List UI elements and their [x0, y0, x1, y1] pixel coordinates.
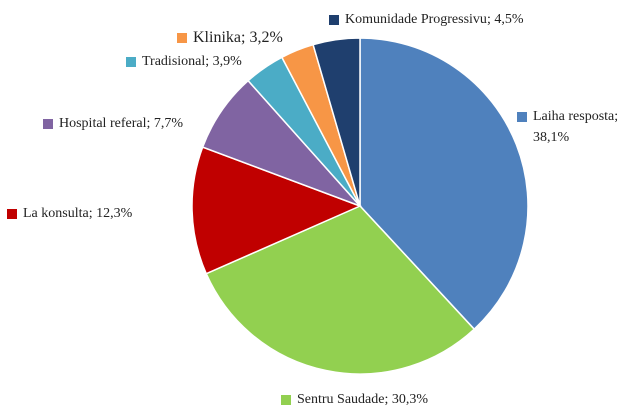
slice-label: Tradisional; 3,9% — [142, 54, 242, 69]
value-label: 3,2% — [249, 29, 282, 46]
category-label: Sentru Saudade — [297, 392, 384, 407]
pie-slice — [205, 205, 476, 375]
slice-label: Klinika; 3,2% — [193, 29, 283, 46]
value-label: 4,5% — [494, 12, 524, 27]
label-separator: ; — [146, 116, 153, 131]
category-label: Klinika — [193, 29, 241, 46]
legend-swatch — [281, 395, 291, 405]
label-separator: ; — [89, 206, 96, 221]
category-label: Laiha resposta — [533, 109, 615, 124]
slice-label: La konsulta; 12,3% — [23, 206, 133, 221]
label-separator: ; — [241, 29, 249, 46]
label-separator: ; — [205, 54, 212, 69]
value-label: 38,1% — [533, 130, 570, 145]
legend-swatch — [43, 119, 53, 129]
slice-label: Komunidade Progressivu; 4,5% — [345, 12, 524, 27]
category-label: La konsulta — [23, 206, 89, 221]
category-label: Komunidade Progressivu — [345, 12, 487, 27]
value-label: 7,7% — [154, 116, 184, 131]
value-label: 12,3% — [96, 206, 133, 221]
category-label: Hospital referal — [59, 116, 147, 131]
pie-slice — [359, 37, 529, 331]
value-label: 3,9% — [213, 54, 243, 69]
label-separator: ; — [384, 392, 391, 407]
slice-label: Sentru Saudade; 30,3% — [297, 392, 428, 407]
pie-slice — [312, 37, 361, 207]
pie-slice — [191, 146, 362, 275]
slice-label: Hospital referal; 7,7% — [59, 116, 183, 131]
legend-swatch — [7, 209, 17, 219]
legend-swatch — [329, 15, 339, 25]
legend-swatch — [126, 57, 136, 67]
value-label: 30,3% — [392, 392, 429, 407]
category-label: Tradisional — [142, 54, 205, 69]
label-separator: ; — [487, 12, 494, 27]
label-separator: ; — [614, 109, 621, 124]
legend-swatch — [517, 112, 527, 122]
slice-label: Laiha resposta; 38,1% — [533, 109, 622, 145]
legend-swatch — [177, 33, 187, 43]
